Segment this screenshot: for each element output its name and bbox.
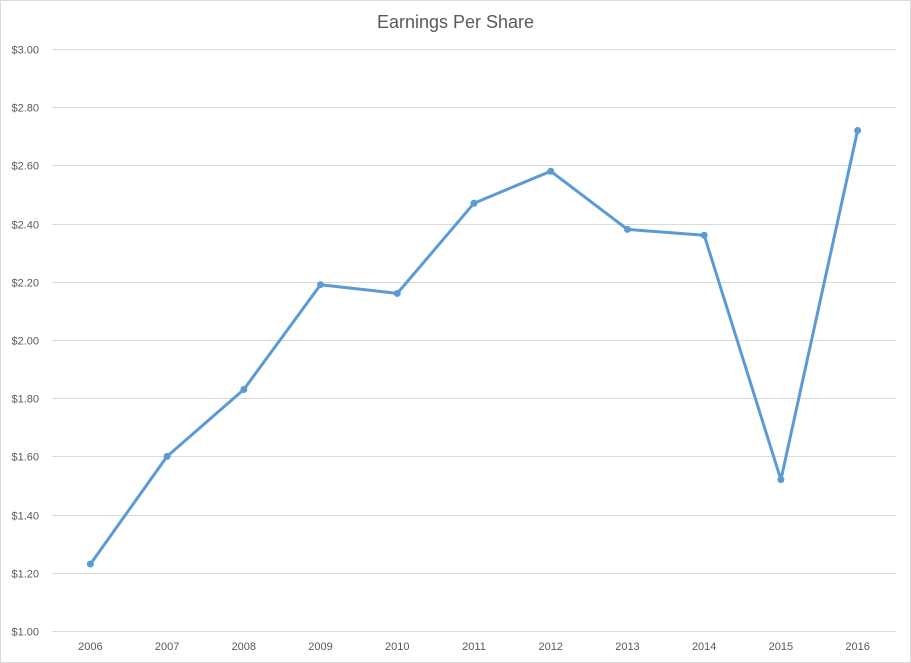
x-tick-label: 2009 [308, 641, 332, 653]
y-tick-label: $1.40 [11, 511, 39, 523]
y-tick-label: $1.00 [11, 627, 39, 639]
data-point [623, 225, 631, 233]
y-tick-label: $1.80 [11, 394, 39, 406]
y-tick-label: $2.20 [11, 278, 39, 290]
data-point [470, 199, 478, 207]
data-point [86, 560, 94, 568]
y-axis-tick-labels: $1.00 $1.20 $1.40 $1.60 $1.80 $2.00 $2.20 $2.40… [11, 45, 39, 639]
data-point [393, 289, 401, 297]
x-tick-label: 2007 [155, 641, 179, 653]
data-point [777, 476, 785, 484]
gridlines [52, 49, 896, 632]
x-tick-label: 2012 [538, 641, 562, 653]
y-tick-label: $2.80 [11, 103, 39, 115]
data-point [163, 452, 171, 460]
y-tick-label: $3.00 [11, 45, 39, 57]
x-tick-label: 2013 [615, 641, 639, 653]
series-layer [86, 126, 862, 568]
data-point [700, 231, 708, 239]
x-tick-label: 2014 [692, 641, 716, 653]
y-tick-label: $2.40 [11, 220, 39, 232]
x-tick-label: 2010 [385, 641, 409, 653]
y-tick-label: $1.20 [11, 569, 39, 581]
x-tick-label: 2006 [78, 641, 102, 653]
x-tick-label: 2015 [769, 641, 793, 653]
y-tick-label: $1.60 [11, 452, 39, 464]
data-point [317, 281, 325, 289]
x-tick-label: 2011 [462, 641, 486, 653]
data-point [547, 167, 555, 175]
y-tick-label: $2.00 [11, 336, 39, 348]
x-axis-tick-labels: 2006 2007 2008 2009 2010 2011 2012 2013 2014 2015… [78, 641, 870, 653]
x-tick-label: 2016 [845, 641, 869, 653]
y-tick-label: $2.60 [11, 161, 39, 173]
data-point [854, 126, 862, 134]
data-point [240, 385, 248, 393]
x-tick-label: 2008 [232, 641, 256, 653]
chart-title: Earnings Per Share [376, 12, 535, 32]
series-line [88, 129, 860, 566]
